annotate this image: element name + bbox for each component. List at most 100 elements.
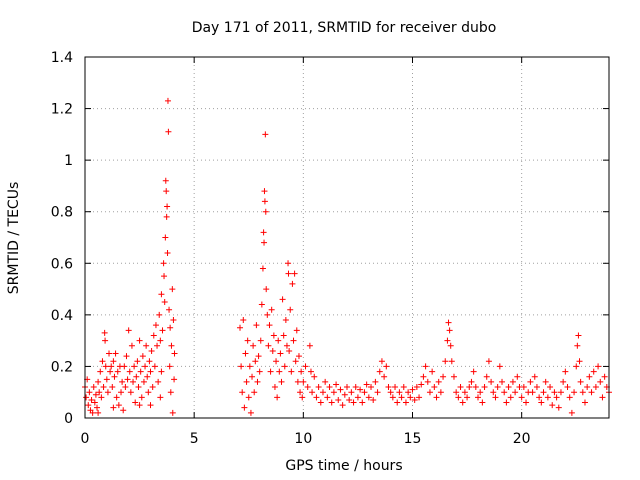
data-point	[304, 384, 311, 391]
data-point	[158, 368, 165, 375]
data-point	[335, 396, 342, 403]
data-point	[109, 384, 116, 391]
data-point	[435, 378, 442, 385]
data-point	[94, 404, 101, 411]
data-point	[261, 198, 268, 205]
data-point	[501, 389, 508, 396]
data-point	[461, 389, 468, 396]
data-point	[95, 409, 102, 416]
data-point	[108, 363, 115, 370]
y-tick-label: 0.4	[51, 308, 73, 324]
data-point	[503, 399, 510, 406]
data-point	[409, 386, 416, 393]
data-point	[164, 203, 171, 210]
data-point	[354, 394, 361, 401]
data-point	[557, 389, 564, 396]
data-point	[514, 373, 521, 380]
data-point	[568, 409, 575, 416]
data-point	[270, 332, 277, 339]
data-point	[339, 402, 346, 409]
data-point	[158, 291, 165, 298]
data-point	[547, 384, 554, 391]
y-tick-label: 1.4	[51, 50, 73, 66]
data-point	[106, 350, 113, 357]
data-point	[359, 399, 366, 406]
data-point	[302, 363, 309, 370]
data-point	[483, 373, 490, 380]
data-point	[292, 358, 299, 365]
data-point	[586, 373, 593, 380]
data-point	[581, 399, 588, 406]
data-point	[595, 363, 602, 370]
data-point	[445, 319, 452, 326]
data-point	[319, 389, 326, 396]
data-point	[285, 270, 292, 277]
data-point	[262, 131, 269, 138]
data-point	[161, 273, 168, 280]
data-point	[450, 373, 457, 380]
data-point	[378, 358, 385, 365]
data-point	[413, 384, 420, 391]
data-point	[307, 368, 314, 375]
data-point	[422, 363, 429, 370]
x-tick-label: 0	[81, 431, 90, 447]
data-point	[278, 378, 285, 385]
y-tick-label: 1.2	[51, 102, 73, 118]
data-point	[115, 402, 122, 409]
data-point	[542, 378, 549, 385]
data-point	[562, 368, 569, 375]
data-point	[157, 337, 164, 344]
data-point	[262, 208, 269, 215]
data-point	[110, 404, 117, 411]
data-point	[164, 97, 171, 104]
data-point	[95, 378, 102, 385]
data-point	[157, 394, 164, 401]
data-point	[540, 389, 547, 396]
y-tick-label: 0.8	[51, 205, 73, 221]
data-point	[490, 389, 497, 396]
data-point	[324, 394, 331, 401]
data-point	[555, 404, 562, 411]
data-point	[167, 324, 174, 331]
data-point	[446, 327, 453, 334]
data-point	[313, 394, 320, 401]
data-point	[385, 384, 392, 391]
data-point	[601, 373, 608, 380]
data-point	[240, 317, 247, 324]
data-point	[98, 394, 105, 401]
data-point	[293, 327, 300, 334]
data-point	[113, 394, 120, 401]
data-point	[442, 358, 449, 365]
data-point	[169, 286, 176, 293]
data-point	[242, 350, 249, 357]
data-point	[472, 384, 479, 391]
data-point	[152, 322, 159, 329]
data-point	[241, 404, 248, 411]
data-point	[394, 399, 401, 406]
data-point	[453, 389, 460, 396]
data-point	[138, 394, 145, 401]
data-point	[143, 342, 150, 349]
data-point	[91, 399, 98, 406]
data-point	[102, 363, 109, 370]
data-point	[127, 389, 134, 396]
data-point	[169, 409, 176, 416]
data-point	[99, 358, 106, 365]
data-point	[392, 384, 399, 391]
data-point	[479, 399, 486, 406]
data-point	[330, 389, 337, 396]
data-point	[294, 378, 301, 385]
data-point	[247, 409, 254, 416]
data-point	[263, 286, 270, 293]
data-point	[470, 368, 477, 375]
data-point	[459, 399, 466, 406]
data-point	[267, 368, 274, 375]
data-point	[251, 389, 258, 396]
data-point	[520, 384, 527, 391]
axis-ticks: 0 0.2 0.4 0.6 0.8 1 1.2 1.4 0 5 10 15 20	[51, 50, 609, 447]
data-point	[564, 384, 571, 391]
data-point	[254, 378, 261, 385]
data-point	[265, 342, 272, 349]
data-point	[440, 373, 447, 380]
